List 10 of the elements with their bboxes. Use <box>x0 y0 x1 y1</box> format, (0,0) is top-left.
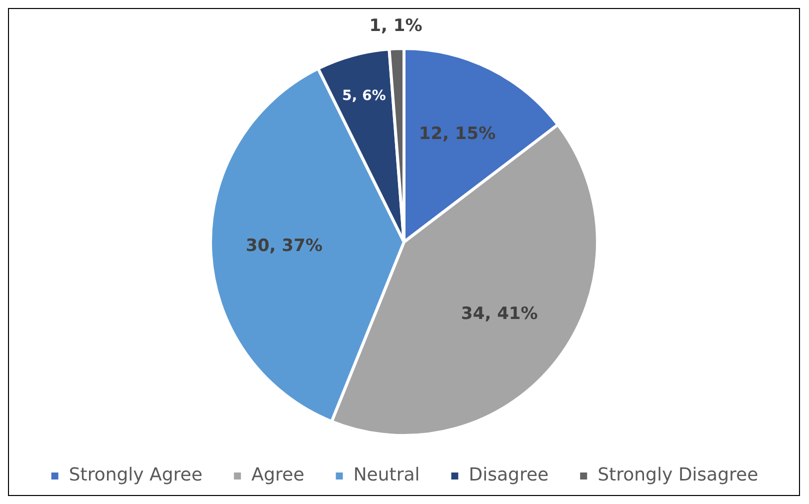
data-label: 5, 6% <box>342 88 386 104</box>
data-label: 1, 1% <box>369 16 422 36</box>
legend-label: Strongly Disagree <box>598 464 758 486</box>
data-label: 12, 15% <box>418 124 496 144</box>
legend-label: Disagree <box>468 464 549 486</box>
legend-label: Strongly Agree <box>68 464 202 486</box>
legend-label: Agree <box>251 464 304 486</box>
data-label: 30, 37% <box>246 236 322 256</box>
legend-label: Neutral <box>353 464 420 486</box>
data-label: 34, 41% <box>461 304 538 324</box>
